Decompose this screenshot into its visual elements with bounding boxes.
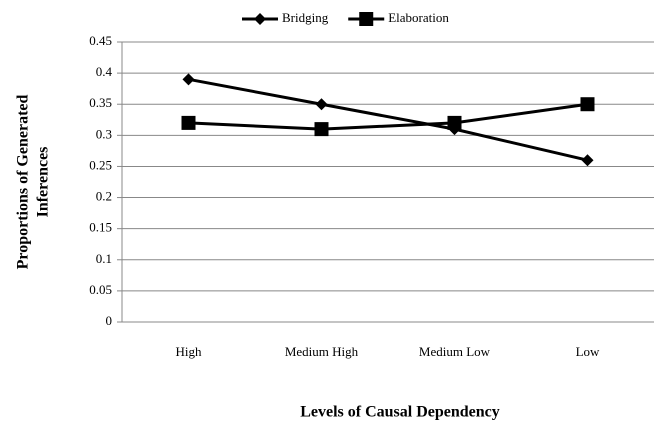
legend-label: Elaboration bbox=[388, 10, 449, 25]
y-axis-label-line: Inferences bbox=[35, 147, 52, 218]
marker bbox=[581, 154, 594, 167]
y-tick-label: 0.2 bbox=[96, 189, 112, 204]
y-axis-label-line: Proportions of Generated bbox=[15, 95, 32, 270]
x-axis-label: Levels of Causal Dependency bbox=[300, 404, 500, 421]
y-tick-label: 0 bbox=[106, 313, 113, 328]
x-tick-label: Medium High bbox=[285, 344, 359, 359]
y-tick-label: 0.4 bbox=[96, 64, 113, 79]
x-tick-label: Medium Low bbox=[419, 344, 491, 359]
y-tick-label: 0.05 bbox=[89, 282, 112, 297]
marker bbox=[181, 115, 196, 130]
y-tick-label: 0.45 bbox=[89, 33, 112, 48]
x-tick-label: Low bbox=[576, 344, 600, 359]
x-tick-label: High bbox=[176, 344, 203, 359]
y-tick-label: 0.35 bbox=[89, 95, 112, 110]
y-tick-label: 0.1 bbox=[96, 251, 112, 266]
series-line bbox=[188, 77, 588, 162]
legend-label: Bridging bbox=[282, 10, 329, 25]
marker bbox=[447, 115, 462, 130]
marker bbox=[315, 98, 328, 111]
marker bbox=[580, 97, 595, 112]
marker bbox=[314, 122, 329, 137]
series-line bbox=[188, 102, 588, 131]
y-tick-label: 0.15 bbox=[89, 220, 112, 235]
marker bbox=[359, 12, 374, 26]
y-tick-label: 0.25 bbox=[89, 157, 112, 172]
y-axis-label: Proportions of Generated Inferences bbox=[15, 95, 52, 270]
marker bbox=[254, 13, 266, 25]
marker bbox=[182, 73, 195, 86]
y-tick-label: 0.3 bbox=[96, 126, 112, 141]
